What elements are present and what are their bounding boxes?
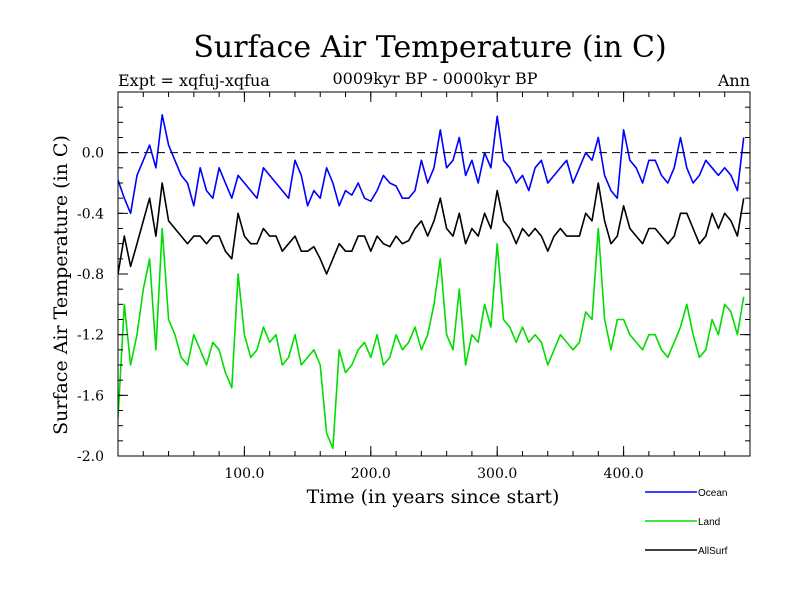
series-layer: [118, 114, 745, 450]
y-axis-label: Surface Air Temperature (in C): [50, 135, 72, 435]
legend: Ocean Land AllSurf: [645, 488, 728, 557]
x-tick-label: 400.0: [604, 466, 644, 482]
y-tick-label: -2.0: [77, 449, 104, 465]
x-axis: 100.0 200.0 300.0 400.0: [142, 92, 726, 482]
legend-label-land: Land: [698, 517, 720, 528]
series-line-ocean: [118, 114, 745, 215]
series-line-land: [118, 227, 745, 450]
y-tick-label: -1.2: [77, 328, 104, 344]
y-tick-label: -1.6: [77, 388, 104, 404]
y-tick-label: -0.8: [77, 267, 104, 283]
y-axis: -2.0 -1.6 -1.2 -0.8 -0.4 0.0: [77, 91, 750, 465]
chart-title: Surface Air Temperature (in C): [193, 30, 666, 65]
legend-label-ocean: Ocean: [698, 488, 727, 499]
season-label: Ann: [717, 71, 750, 90]
chart-subtitle: 0009kyr BP - 0000kyr BP: [333, 69, 538, 88]
series-line-allsurf: [118, 182, 745, 275]
experiment-label: Expt = xqfuj-xqfua: [118, 71, 270, 90]
plot-frame: [117, 91, 751, 457]
y-tick-label: 0.0: [82, 146, 104, 162]
x-tick-label: 200.0: [351, 466, 391, 482]
legend-label-allsurf: AllSurf: [698, 546, 728, 557]
y-tick-label: -0.4: [77, 206, 104, 222]
x-tick-label: 300.0: [477, 466, 517, 482]
x-axis-label: Time (in years since start): [307, 486, 560, 508]
x-tick-label: 100.0: [224, 466, 264, 482]
